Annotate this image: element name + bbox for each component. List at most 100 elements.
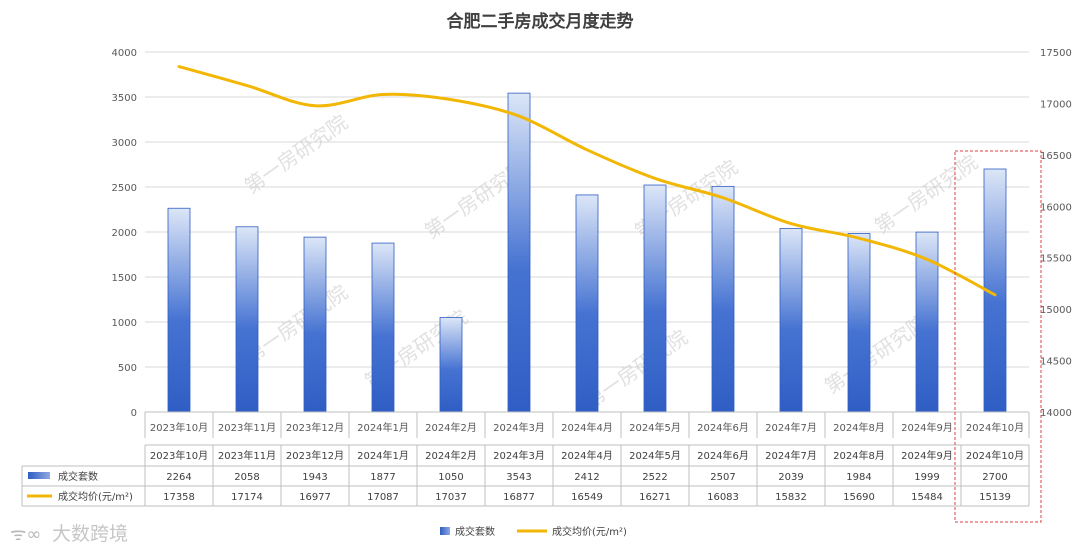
- brand-text: 大数跨境: [52, 523, 128, 545]
- table-header-cell: 2023年11月: [218, 449, 276, 462]
- left-tick-label: 4000: [112, 48, 137, 59]
- bar: [847, 233, 871, 413]
- x-tick-label: 2024年7月: [765, 421, 817, 434]
- line-series: [177, 65, 997, 297]
- table-header-cell: 2024年4月: [561, 449, 613, 462]
- x-axis-ticks: 2023年10月 2023年11月 2023年12月 2024年1月 2024年2月 20…: [144, 411, 1030, 438]
- row-label-bar: 成交套数: [58, 470, 98, 483]
- x-tick-label: 2024年4月: [561, 421, 613, 434]
- table-cell-count: 1984: [846, 472, 871, 483]
- table-header-cell: 2023年10月: [150, 449, 208, 462]
- table-cell-price: 16083: [707, 492, 739, 503]
- table-cell-price: 17358: [163, 492, 195, 503]
- x-tick-label: 2024年5月: [629, 421, 681, 434]
- right-tick-label: 14000: [1040, 408, 1072, 419]
- table-cell-price: 15484: [911, 492, 943, 503]
- left-tick-label: 2000: [112, 228, 137, 239]
- left-tick-label: 3500: [112, 93, 137, 104]
- bar: [371, 242, 395, 413]
- row-label-line: 成交均价(元/m²): [58, 490, 133, 503]
- highlight-box: [954, 150, 1042, 523]
- x-tick-label: 2024年1月: [357, 421, 409, 434]
- x-tick-label: 2024年8月: [833, 421, 885, 434]
- table-cell-count: 2700: [982, 472, 1007, 483]
- x-tick-label: 2024年2月: [425, 421, 477, 434]
- right-tick-label: 16500: [1040, 151, 1072, 162]
- table-header-cell: 2024年6月: [697, 449, 749, 462]
- bar: [167, 207, 191, 413]
- left-tick-label: 3000: [112, 138, 137, 149]
- table-cell-count: 2264: [166, 472, 191, 483]
- x-tick-label: 2024年6月: [697, 421, 749, 434]
- left-tick-label: 2500: [112, 183, 137, 194]
- table-cell-count: 3543: [506, 472, 531, 483]
- bar: [235, 226, 259, 413]
- table-cell-price: 16877: [503, 492, 535, 503]
- table-header-cell: 2024年10月: [966, 449, 1024, 462]
- left-tick-label: 0: [131, 408, 137, 419]
- table-cell-count: 1943: [302, 472, 327, 483]
- table-cell-count: 2039: [778, 472, 803, 483]
- table-cell-price: 15832: [775, 492, 807, 503]
- right-tick-label: 17000: [1040, 99, 1072, 110]
- watermark-text: 第一房研究院: [870, 150, 982, 238]
- x-tick-label: 2024年3月: [493, 421, 545, 434]
- table-cell-count: 2507: [710, 472, 735, 483]
- left-tick-label: 1500: [112, 273, 137, 284]
- table-header-cell: 2024年1月: [357, 449, 409, 462]
- table-cell-count: 1050: [438, 472, 463, 483]
- bar: [779, 228, 803, 413]
- table-cell-price: 17174: [231, 492, 263, 503]
- table-cell-count: 1877: [370, 472, 395, 483]
- table-cell-price: 17037: [435, 492, 467, 503]
- right-tick-label: 17500: [1040, 48, 1072, 59]
- right-tick-label: 14500: [1040, 357, 1072, 368]
- table-cell-price: 17087: [367, 492, 399, 503]
- table-cell-count: 1999: [914, 472, 939, 483]
- row-bar-swatch: [28, 472, 50, 479]
- bar: [711, 185, 735, 413]
- legend: 成交套数 成交均价(元/m²): [440, 525, 627, 538]
- x-tick-label: 2023年12月: [286, 421, 344, 434]
- table-cell-price: 16977: [299, 492, 331, 503]
- table-header-cell: 2024年2月: [425, 449, 477, 462]
- brand-logo: ᯤ∞ 大数跨境: [10, 523, 128, 545]
- left-tick-label: 1000: [112, 318, 137, 329]
- table-cell-price: 15139: [979, 492, 1011, 503]
- table-cell-price: 15690: [843, 492, 875, 503]
- table-header-cell: 2024年9月: [901, 449, 953, 462]
- table-header-cell: 2024年8月: [833, 449, 885, 462]
- x-tick-label: 2024年9月: [901, 421, 953, 434]
- table-header-cell: 2024年3月: [493, 449, 545, 462]
- bar: [643, 184, 667, 413]
- bar: [303, 236, 327, 413]
- x-tick-label: 2023年11月: [218, 421, 276, 434]
- bar-series: [167, 92, 1007, 413]
- right-tick-label: 15000: [1040, 305, 1072, 316]
- left-tick-label: 500: [118, 363, 137, 374]
- brand-logo-glyph: ᯤ∞: [10, 524, 41, 545]
- bar: [439, 317, 463, 413]
- price-line: [177, 65, 997, 297]
- watermark-text: 第一房研究院: [820, 310, 932, 398]
- left-axis-ticks: 0 500 1000 1500 2000 2500 3000 3500 4000: [112, 48, 137, 419]
- right-tick-label: 16000: [1040, 202, 1072, 213]
- table-header-cell: 2023年12月: [286, 449, 344, 462]
- table-cell-count: 2522: [642, 472, 667, 483]
- legend-bar-swatch: [440, 527, 450, 535]
- bar: [507, 92, 531, 413]
- x-tick-label: 2023年10月: [150, 421, 208, 434]
- data-table: 2023年10月 2023年11月 2023年12月 2024年1月 2024年2月 20…: [21, 444, 1030, 507]
- table-cell-price: 16271: [639, 492, 671, 503]
- table-cell-count: 2058: [234, 472, 259, 483]
- legend-line-label: 成交均价(元/m²): [552, 525, 627, 538]
- table-cell-count: 2412: [574, 472, 599, 483]
- table-header-cell: 2024年7月: [765, 449, 817, 462]
- right-tick-label: 15500: [1040, 254, 1072, 265]
- table-cell-price: 16549: [571, 492, 603, 503]
- table-header-cell: 2024年5月: [629, 449, 681, 462]
- right-axis-ticks: 14000 14500 15000 15500 16000 16500 17000 17500: [1040, 48, 1072, 419]
- chart-title: 合肥二手房成交月度走势: [447, 11, 634, 32]
